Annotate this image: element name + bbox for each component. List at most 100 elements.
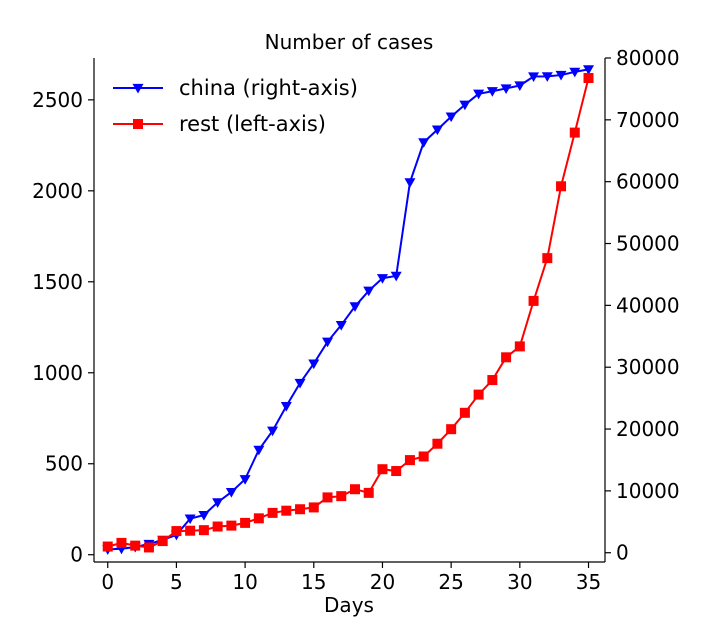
data-point <box>391 466 402 477</box>
data-point <box>171 526 182 537</box>
legend-marker <box>132 83 144 94</box>
x-tick-label: 20 <box>370 570 395 594</box>
legend-marker <box>133 119 143 129</box>
axes-frame <box>93 58 606 563</box>
x-tick-label: 5 <box>170 570 183 594</box>
data-point <box>390 271 402 282</box>
data-point <box>418 138 430 148</box>
right-y-tick-label: 80000 <box>616 46 680 70</box>
data-point <box>322 492 333 503</box>
data-point <box>459 407 470 418</box>
data-point <box>308 502 319 513</box>
data-point <box>130 540 141 551</box>
data-point <box>569 67 581 78</box>
data-point <box>281 505 292 516</box>
right-axis-ticks: 0 10000 20000 30000 40000 50000 60000 70000 8000… <box>605 46 680 565</box>
data-point <box>335 320 347 331</box>
data-point <box>542 253 553 264</box>
data-point <box>184 514 196 525</box>
data-point <box>418 451 429 462</box>
data-point <box>240 517 251 528</box>
right-y-tick-label: 20000 <box>616 417 680 441</box>
data-point <box>583 73 594 84</box>
right-y-tick-label: 60000 <box>616 170 680 194</box>
right-y-tick-label: 40000 <box>616 293 680 317</box>
data-point <box>377 464 388 475</box>
data-point <box>487 375 498 386</box>
x-tick-label: 35 <box>576 570 601 594</box>
series-line <box>107 68 589 551</box>
data-point <box>349 484 360 495</box>
data-point <box>431 125 443 136</box>
data-point <box>363 286 375 297</box>
series-layer <box>102 65 595 555</box>
data-point <box>514 341 525 352</box>
chart-title: Number of cases <box>265 30 434 54</box>
left-axis-ticks: 0 500 1000 1500 2000 2500 <box>32 88 94 567</box>
x-tick-label: 10 <box>232 570 257 594</box>
data-point <box>528 295 539 306</box>
data-point <box>322 337 334 348</box>
left-y-tick-label: 500 <box>45 452 83 476</box>
data-point <box>267 507 278 518</box>
data-point <box>376 274 388 284</box>
data-point <box>116 537 127 548</box>
legend-entry: rest (left-axis) <box>113 112 326 136</box>
data-point <box>569 127 580 138</box>
data-point <box>349 302 361 312</box>
data-point <box>404 178 416 188</box>
x-axis-ticks: 0 5 10 15 20 25 30 35 <box>101 562 601 594</box>
data-point <box>267 426 279 437</box>
right-y-tick-label: 30000 <box>616 355 680 379</box>
data-point <box>446 424 457 435</box>
data-point <box>363 487 374 498</box>
data-point <box>500 84 512 94</box>
data-point <box>102 541 113 552</box>
right-y-tick-label: 0 <box>616 541 629 565</box>
data-point <box>514 81 526 92</box>
data-point <box>555 70 567 81</box>
data-point <box>486 87 498 97</box>
right-y-tick-label: 10000 <box>616 479 680 503</box>
data-point <box>528 72 540 83</box>
data-point <box>225 487 237 498</box>
data-point <box>198 525 209 536</box>
legend-label: china (right-axis) <box>179 76 358 100</box>
legend-label: rest (left-axis) <box>179 112 326 136</box>
legend-entry: china (right-axis) <box>113 76 358 100</box>
x-tick-label: 25 <box>438 570 463 594</box>
series-0 <box>102 65 595 555</box>
data-point <box>295 504 306 515</box>
data-point <box>212 521 223 532</box>
data-point <box>459 100 471 111</box>
data-point <box>308 359 320 370</box>
left-y-tick-label: 2000 <box>32 179 83 203</box>
data-point <box>432 438 443 449</box>
left-y-tick-label: 1000 <box>32 361 83 385</box>
x-tick-label: 30 <box>507 570 532 594</box>
right-y-tick-label: 70000 <box>616 108 680 132</box>
x-tick-label: 15 <box>301 570 326 594</box>
left-y-tick-label: 0 <box>70 543 83 567</box>
data-point <box>239 475 251 485</box>
data-point <box>143 542 154 553</box>
data-point <box>404 455 415 466</box>
x-tick-label: 0 <box>101 570 114 594</box>
data-point <box>583 65 595 75</box>
data-point <box>157 536 168 547</box>
data-point <box>336 491 347 502</box>
data-point <box>198 510 210 521</box>
data-point <box>556 181 567 192</box>
left-y-tick-label: 1500 <box>32 270 83 294</box>
data-point <box>294 378 306 389</box>
x-axis-label: Days <box>324 593 374 617</box>
data-point <box>253 513 264 524</box>
data-point <box>473 389 484 400</box>
data-point <box>185 525 196 536</box>
series-1 <box>102 73 594 553</box>
data-point <box>226 520 237 531</box>
series-line <box>107 77 590 549</box>
right-y-tick-label: 50000 <box>616 232 680 256</box>
data-point <box>212 498 224 508</box>
